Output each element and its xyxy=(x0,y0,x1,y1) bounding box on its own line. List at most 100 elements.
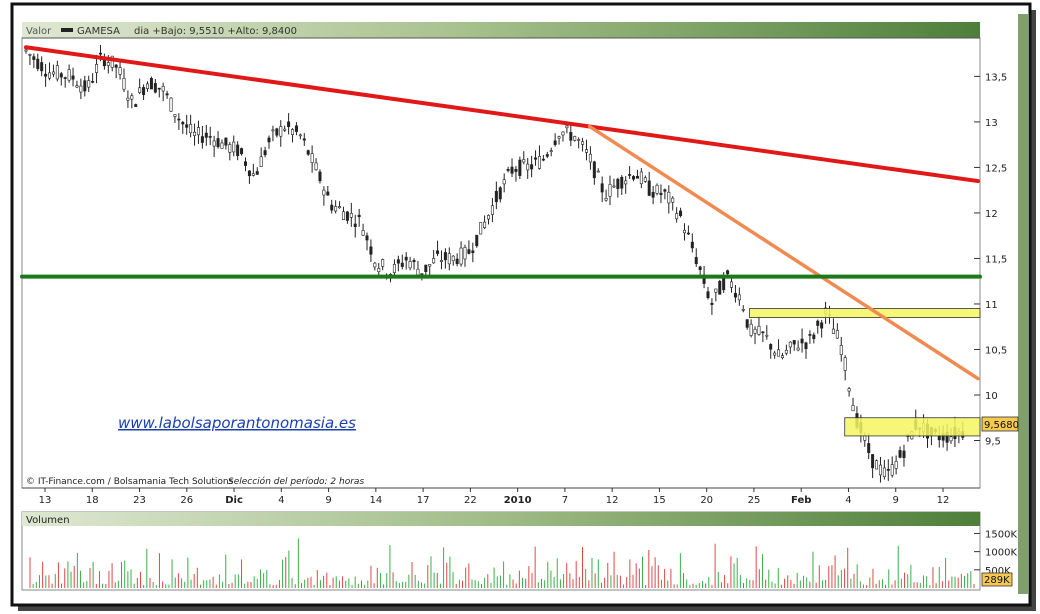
candle-body xyxy=(243,161,247,166)
candle-body xyxy=(334,206,338,212)
candle-body xyxy=(679,210,683,217)
candle-body xyxy=(816,320,820,326)
candle-body xyxy=(106,62,110,66)
candle-body xyxy=(710,302,714,305)
candle-body xyxy=(149,78,153,90)
candle-body xyxy=(890,464,894,476)
vol-tick-label: 1500K xyxy=(985,529,1017,540)
candle-body xyxy=(737,294,741,301)
candle-body xyxy=(839,345,843,356)
candle-body xyxy=(761,331,765,334)
candle-body xyxy=(40,62,44,72)
candle-body xyxy=(773,352,777,356)
candle-body xyxy=(177,118,181,121)
vol-tick-label: 1000K xyxy=(985,548,1017,559)
candle-body xyxy=(796,347,800,351)
resistance-line xyxy=(24,45,980,184)
candle-body xyxy=(812,334,816,340)
candle-body xyxy=(808,334,812,336)
x-tick-label: 13 xyxy=(39,495,52,506)
candle-body xyxy=(193,131,197,136)
candle-body xyxy=(436,250,440,254)
candle-body xyxy=(24,49,28,52)
candle-body xyxy=(886,469,890,471)
candle-body xyxy=(847,388,851,392)
volume-badge-box xyxy=(981,572,1013,587)
candle-body xyxy=(632,176,636,180)
x-tick-label: 17 xyxy=(417,495,430,506)
candle-body xyxy=(530,164,534,170)
candle-body xyxy=(75,85,79,88)
candle-body xyxy=(882,467,886,477)
price-badge-box xyxy=(981,416,1019,432)
x-tick-label: 4 xyxy=(278,495,284,506)
candle-body xyxy=(63,77,67,79)
candle-body xyxy=(67,69,71,81)
candle-body xyxy=(263,150,267,156)
candle-body xyxy=(247,170,251,177)
candle-body xyxy=(228,144,232,153)
volume-series xyxy=(29,538,975,588)
candle-body xyxy=(294,125,298,132)
candle-body xyxy=(549,150,553,152)
vol-tick-label: 500K xyxy=(985,566,1011,577)
candle-body xyxy=(667,191,671,204)
candle-body xyxy=(353,223,357,227)
candle-body xyxy=(220,142,224,149)
candle-body xyxy=(59,73,63,78)
candle-body xyxy=(628,174,632,176)
candle-body xyxy=(232,141,236,153)
y-tick-label: 11 xyxy=(985,300,998,311)
candle-body xyxy=(32,56,36,60)
watermark-url[interactable]: www.labolsaporantonomasia.es xyxy=(118,414,356,432)
price-axis: 13,5 13 12,5 12 11,5 11 10,5 10 9,5 xyxy=(974,72,1007,447)
x-tick-label: 12 xyxy=(606,495,619,506)
candle-body xyxy=(518,159,522,176)
candle-body xyxy=(800,338,804,344)
candle-body xyxy=(494,190,498,203)
candle-body xyxy=(271,129,275,132)
candle-body xyxy=(451,255,455,262)
header-bar xyxy=(22,22,980,38)
header-info: dia +Bajo: 9,5510 +Alto: 9,8400 xyxy=(134,26,297,37)
candle-body xyxy=(259,156,263,167)
candle-body xyxy=(659,192,663,196)
candle-body xyxy=(635,175,639,179)
candle-body xyxy=(361,230,365,236)
candle-body xyxy=(314,162,318,171)
candle-body xyxy=(475,234,479,247)
candle-body xyxy=(157,87,161,90)
candle-body xyxy=(416,268,420,276)
candle-body xyxy=(902,450,906,458)
y-tick-label: 12 xyxy=(985,209,998,220)
candle-body xyxy=(463,247,467,260)
candle-body xyxy=(185,124,189,128)
candle-body xyxy=(573,136,577,141)
candle-body xyxy=(169,97,173,112)
candle-body xyxy=(165,93,169,96)
candle-body xyxy=(459,247,463,265)
candle-body xyxy=(686,232,690,235)
candle-body xyxy=(224,137,228,146)
candle-body xyxy=(318,171,322,182)
candle-body xyxy=(369,246,373,255)
candle-body xyxy=(875,460,879,470)
time-axis: 13 18 23 26 Dic 4 9 14 17 22 2010 7 12 15 20 25 Feb 4 9 12 xyxy=(39,488,949,506)
candle-body xyxy=(647,180,651,196)
candle-body xyxy=(733,293,737,298)
candle-body xyxy=(381,259,385,267)
candle-body xyxy=(479,222,483,235)
trend-line xyxy=(587,124,980,381)
candle-body xyxy=(189,124,193,134)
overlays xyxy=(20,45,982,437)
candle-body xyxy=(310,153,314,163)
candle-body xyxy=(212,140,216,147)
x-tick-label: 4 xyxy=(845,495,851,506)
candle-body xyxy=(36,58,40,69)
x-tick-label: 14 xyxy=(369,495,382,506)
y-tick-label: 13 xyxy=(985,118,998,129)
candle-body xyxy=(871,454,875,469)
candle-body xyxy=(283,128,287,131)
candle-body xyxy=(79,85,83,93)
candle-body xyxy=(455,258,459,265)
